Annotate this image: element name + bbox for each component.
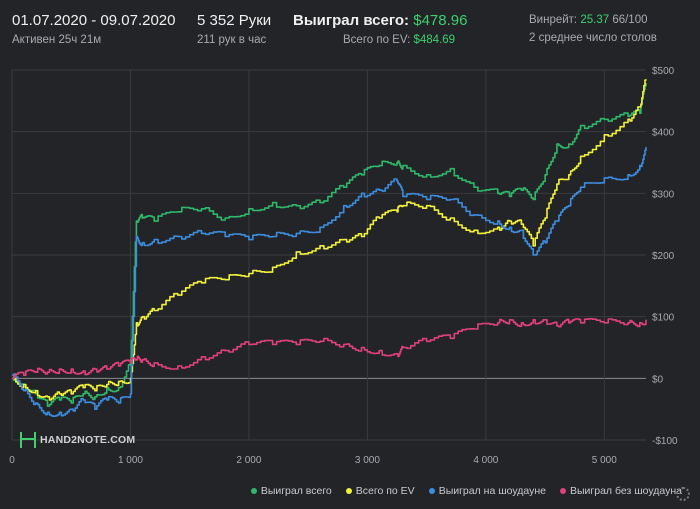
x-tick-label: 4 000 [473, 455, 498, 466]
series-showdown [12, 147, 647, 417]
y-tick-label: -$100 [652, 436, 678, 447]
legend-dot-icon [560, 488, 566, 494]
winrate-value: 25.37 [580, 14, 610, 26]
y-tick-label: $100 [652, 313, 675, 324]
x-tick-label: 5 000 [592, 455, 617, 466]
chart-legend: Выиграл всего Всего по EV Выиграл на шоу… [250, 484, 682, 498]
series-non-showdown [12, 318, 647, 380]
x-tick-label: 3 000 [355, 455, 380, 466]
legend-label: Выиграл на шоудауне [438, 485, 546, 497]
legend-label: Выиграл без шоудауна [570, 485, 682, 497]
legend-dot-icon [250, 488, 257, 494]
date-range[interactable]: 01.07.2020 - 09.07.2020 [12, 12, 176, 29]
x-tick-label: 2 000 [236, 455, 261, 466]
legend-item-won-total[interactable]: Выиграл всего [250, 484, 332, 498]
y-tick-label: $0 [652, 374, 664, 385]
x-tick-label: 0 [9, 455, 15, 466]
series-lines [12, 79, 647, 417]
y-axis: -$100 $0 $100 $200 $300 $400 $500 [652, 66, 678, 447]
winrate: Винрейт: 25.37 66/100 [529, 14, 648, 26]
legend-label: Выиграл всего [260, 485, 332, 497]
settings-gear-icon[interactable] [676, 487, 690, 501]
winrate-label: Винрейт: [529, 14, 578, 26]
profit-graph[interactable]: -$100 $0 $100 $200 $300 $400 $500 0 1 000 2 000 3… [0, 56, 700, 484]
avg-tables: 2 среднее число столов [529, 32, 657, 44]
hands-per-hour: 211 рук в час [197, 34, 267, 46]
legend-item-showdown[interactable]: Выиграл на шоудауне [428, 484, 546, 498]
legend-dot-icon [345, 488, 352, 494]
hand2note-logo: HAND2NOTE.COM [20, 432, 135, 448]
hands-count: 5 352 Руки [197, 12, 272, 29]
won-total: Выиграл всего: $478.96 [293, 12, 467, 29]
won-total-label: Выиграл всего: [293, 12, 410, 29]
won-total-value: $478.96 [413, 12, 468, 29]
logo-text: HAND2NOTE.COM [40, 434, 136, 446]
y-tick-label: $200 [652, 251, 675, 262]
legend-item-non-showdown[interactable]: Выиграл без шоудауна [560, 484, 682, 498]
active-time: Активен 25ч 21м [12, 34, 102, 46]
legend-item-ev[interactable]: Всего по EV [345, 484, 415, 498]
legend-dot-icon [428, 488, 435, 494]
ev-total: Всего по EV: $484.69 [343, 34, 455, 46]
stats-header: 01.07.2020 - 09.07.2020 Активен 25ч 21м … [0, 0, 700, 56]
ev-value: $484.69 [413, 34, 456, 46]
y-tick-label: $300 [652, 189, 675, 200]
winrate-unit: 66/100 [612, 14, 648, 26]
grid [11, 69, 646, 441]
legend-label: Всего по EV [355, 485, 415, 497]
x-tick-label: 1 000 [118, 455, 143, 466]
y-tick-label: $400 [652, 128, 675, 139]
x-axis: 0 1 000 2 000 3 000 4 000 5 000 [9, 455, 617, 466]
y-tick-label: $500 [652, 66, 675, 77]
series-ev [12, 79, 647, 401]
ev-label: Всего по EV: [343, 34, 411, 46]
series-won-total [12, 82, 647, 407]
h-logo-icon [20, 432, 36, 448]
